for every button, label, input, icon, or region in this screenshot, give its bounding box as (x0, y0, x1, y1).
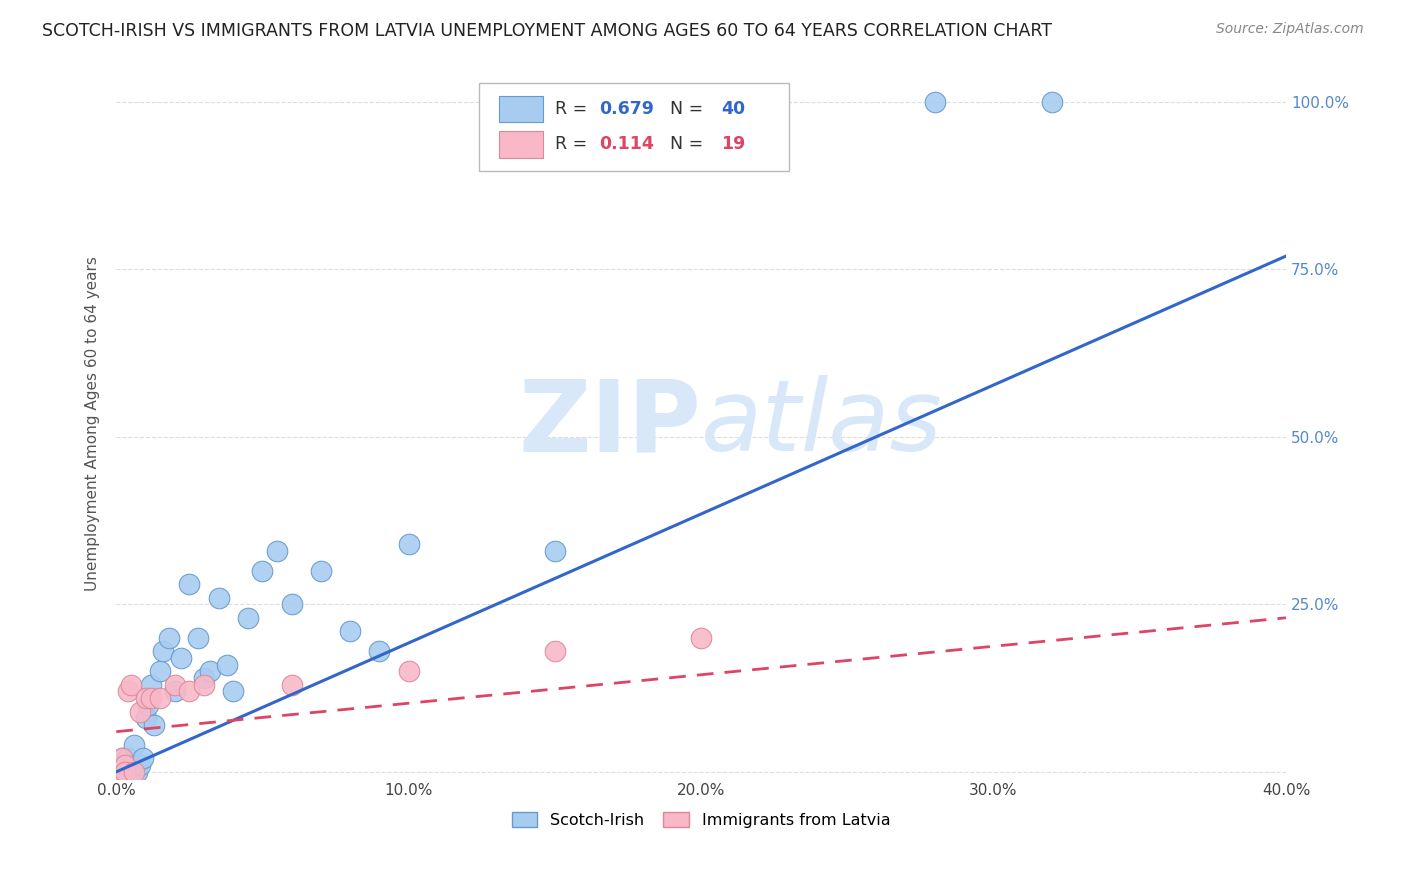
Point (125, 764, 148, 779)
Text: SCOTCH-IRISH VS IMMIGRANTS FROM LATVIA UNEMPLOYMENT AMONG AGES 60 TO 64 YEARS CO: SCOTCH-IRISH VS IMMIGRANTS FROM LATVIA U… (42, 22, 1052, 40)
FancyBboxPatch shape (499, 131, 543, 158)
Text: R =: R = (555, 136, 593, 153)
Point (122, 738, 145, 752)
Text: R =: R = (555, 100, 593, 118)
Point (149, 665, 172, 679)
Text: N =: N = (669, 136, 709, 153)
Text: atlas: atlas (702, 375, 943, 472)
Point (252, 564, 274, 578)
Point (187, 631, 209, 645)
Point (141, 678, 163, 692)
Point (128, 705, 150, 719)
Point (280, 678, 302, 692)
Text: 0.114: 0.114 (599, 136, 654, 153)
Text: Source: ZipAtlas.com: Source: ZipAtlas.com (1216, 22, 1364, 37)
Point (117, 764, 139, 779)
Point (193, 671, 215, 685)
Point (222, 684, 245, 698)
Point (114, 758, 136, 772)
Point (114, 764, 136, 779)
Point (108, 764, 131, 779)
Point (193, 678, 215, 692)
Point (266, 544, 288, 558)
Point (398, 665, 420, 679)
Point (544, 644, 567, 658)
Point (207, 591, 229, 605)
Point (128, 758, 150, 772)
Point (544, 544, 567, 558)
Point (120, 758, 142, 772)
Point (111, 751, 134, 765)
Point (141, 691, 163, 706)
Point (368, 644, 391, 658)
Point (236, 611, 259, 625)
Text: 0.679: 0.679 (599, 100, 654, 118)
Point (120, 678, 142, 692)
Text: ZIP: ZIP (519, 375, 702, 472)
Legend: Scotch-Irish, Immigrants from Latvia: Scotch-Irish, Immigrants from Latvia (505, 805, 897, 835)
Point (198, 665, 221, 679)
Point (149, 691, 172, 706)
Point (163, 678, 186, 692)
Point (280, 598, 302, 612)
Point (690, 631, 713, 645)
Point (179, 684, 201, 698)
Point (169, 651, 191, 665)
FancyBboxPatch shape (479, 83, 789, 171)
Point (138, 698, 160, 712)
Point (122, 764, 145, 779)
Point (339, 624, 361, 639)
Point (111, 764, 134, 779)
Point (108, 764, 131, 779)
FancyBboxPatch shape (499, 95, 543, 122)
Point (163, 684, 186, 698)
Point (117, 684, 139, 698)
Text: N =: N = (669, 100, 709, 118)
Point (111, 758, 134, 772)
Point (217, 657, 239, 672)
Point (179, 577, 201, 591)
Point (114, 758, 136, 772)
Point (134, 711, 156, 725)
Point (117, 751, 139, 765)
Point (152, 644, 174, 658)
Point (134, 691, 156, 706)
Point (131, 751, 153, 765)
Point (398, 537, 420, 551)
Point (114, 764, 136, 779)
Y-axis label: Unemployment Among Ages 60 to 64 years: Unemployment Among Ages 60 to 64 years (86, 256, 100, 591)
Point (309, 564, 332, 578)
Point (143, 718, 166, 732)
Text: 40: 40 (721, 100, 745, 118)
Text: 19: 19 (721, 136, 745, 153)
Point (111, 751, 134, 765)
Point (1040, 95, 1063, 109)
Point (157, 631, 180, 645)
Point (120, 764, 142, 779)
Point (924, 95, 946, 109)
